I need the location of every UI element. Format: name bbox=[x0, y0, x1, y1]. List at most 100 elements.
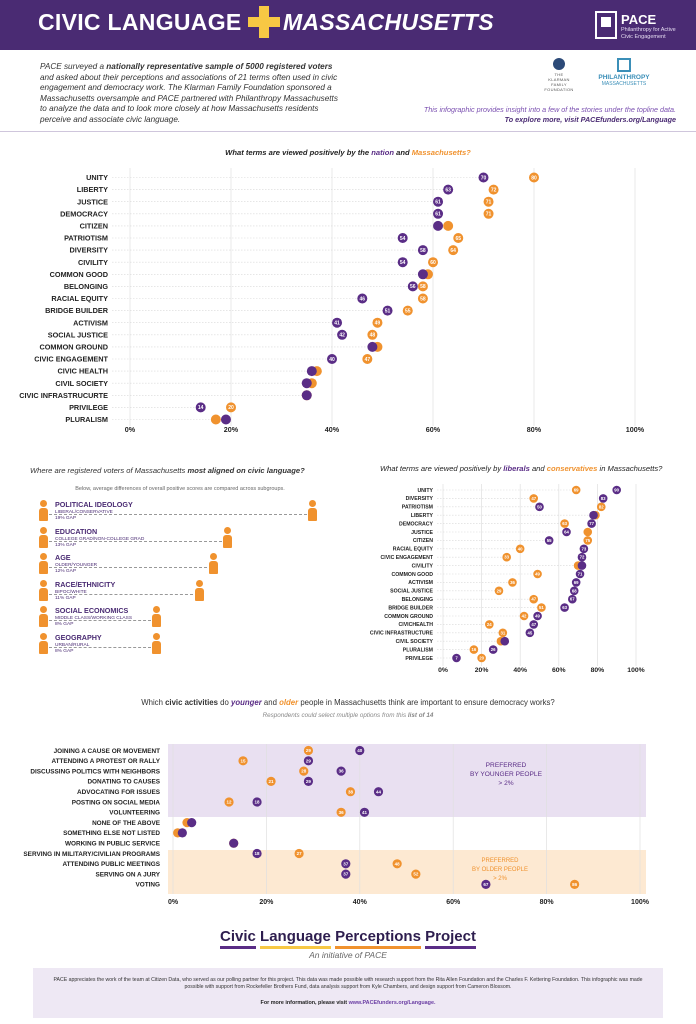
term-label: BRIDGE BUILDER bbox=[388, 605, 433, 611]
band-old-label: BY OLDER PEOPLE bbox=[472, 867, 528, 873]
dot-nation bbox=[327, 354, 337, 364]
term-label: BRIDGE BUILDER bbox=[45, 306, 109, 315]
term-label: CITIZEN bbox=[80, 221, 108, 230]
data-label: 58 bbox=[420, 248, 426, 254]
data-label: 52 bbox=[413, 872, 419, 877]
gap-line bbox=[49, 620, 151, 621]
chart-liberal-vs-conservative: 0% 20% 40% 60% 80% 100% UNITY 69 90 DIVERSITY 47 83… bbox=[370, 484, 645, 674]
data-label: 44 bbox=[376, 789, 382, 794]
subgroup-detail: COLLEGE GRAD/NON-COLLEGE GRAD 13% GAP bbox=[55, 536, 145, 548]
term-label: PATRIOTISM bbox=[64, 234, 108, 243]
data-label: 58 bbox=[420, 284, 426, 290]
dot-younger bbox=[336, 766, 346, 776]
alignment-title: Where are registered voters of Massachus… bbox=[30, 466, 305, 475]
term-label: ACTIVISM bbox=[73, 318, 108, 327]
term-label: UNITY bbox=[86, 173, 108, 182]
dot-nation bbox=[382, 305, 393, 316]
activity-label: ATTENDING A PROTEST OR RALLY bbox=[51, 758, 160, 765]
data-label: 54 bbox=[400, 236, 406, 242]
dot-conservatives bbox=[494, 586, 504, 596]
divider bbox=[0, 131, 696, 132]
explore-link[interactable]: To explore more, visit PACEfunders.org/L… bbox=[504, 115, 676, 124]
dot-liberals bbox=[525, 628, 535, 638]
dot-older bbox=[266, 776, 276, 786]
dot-conservatives bbox=[498, 628, 508, 638]
term-label: DEMOCRACY bbox=[60, 209, 108, 218]
intro-emphasis: nationally representative sample of 5000… bbox=[106, 62, 333, 71]
x-tick-label: 40% bbox=[513, 667, 527, 674]
term-label: CIVILITY bbox=[412, 563, 434, 569]
plus-icon bbox=[248, 6, 280, 38]
term-label: COMMON GROUND bbox=[39, 342, 108, 351]
dot-conservatives bbox=[515, 544, 525, 554]
data-label: 71 bbox=[486, 200, 492, 206]
chart-nation-vs-ma: 0% 20% 40% 60% 80% 100% UNITY 80 70 LIBERTY 72 63 JU… bbox=[19, 168, 645, 434]
dot-Massachusetts bbox=[210, 414, 221, 425]
term-label: DIVERSITY bbox=[69, 246, 108, 255]
data-label: 29 bbox=[306, 758, 312, 763]
x-tick-label: 100% bbox=[626, 425, 645, 434]
data-label: 73 bbox=[581, 546, 586, 551]
term-label: ACTIVISM bbox=[408, 580, 433, 586]
dot-liberals bbox=[568, 594, 577, 604]
data-label: 40 bbox=[329, 357, 335, 363]
dot-liberals bbox=[535, 502, 544, 512]
data-label: 36 bbox=[510, 580, 515, 585]
klarman-logo-icon bbox=[553, 58, 565, 70]
data-label: 69 bbox=[574, 580, 579, 585]
dot-conservatives bbox=[537, 603, 546, 612]
footer-link[interactable]: www.PACEfunders.org/Language. bbox=[348, 1000, 436, 1006]
data-label: 26 bbox=[491, 647, 496, 652]
activity-label: SERVING ON A JURY bbox=[95, 871, 160, 878]
data-label: 65 bbox=[455, 236, 461, 242]
activity-label: VOTING bbox=[136, 882, 161, 889]
dot-younger bbox=[229, 838, 239, 848]
dot-conservatives bbox=[596, 502, 606, 512]
dot-conservatives bbox=[519, 611, 529, 621]
data-label: 70 bbox=[481, 175, 487, 181]
data-label: 15 bbox=[241, 758, 247, 763]
gap-line bbox=[49, 514, 307, 515]
x-tick-label: 0% bbox=[438, 667, 448, 674]
x-tick-label: 80% bbox=[527, 425, 542, 434]
dot-Massachusetts bbox=[443, 220, 454, 231]
person-icon bbox=[194, 579, 204, 602]
dot-liberals bbox=[577, 561, 587, 570]
dot-Massachusetts bbox=[453, 233, 464, 243]
term-label: PLURALISM bbox=[65, 415, 108, 424]
band-young-label: PREFERRED bbox=[486, 762, 527, 769]
x-tick-label: 100% bbox=[627, 667, 644, 674]
dot-nation bbox=[397, 233, 408, 243]
data-label: 56 bbox=[410, 284, 416, 290]
term-label: SOCIAL JUSTICE bbox=[390, 589, 433, 595]
data-label: 41 bbox=[334, 321, 340, 327]
dot-liberals bbox=[579, 544, 589, 554]
dot-nation bbox=[407, 281, 418, 292]
data-label: 40 bbox=[357, 748, 363, 753]
term-label: CIVIL SOCIETY bbox=[396, 639, 434, 645]
dot-Massachusetts bbox=[428, 257, 438, 268]
gap-line bbox=[49, 646, 151, 648]
data-label: 82 bbox=[599, 504, 604, 509]
activity-label: ADVOCATING FOR ISSUES bbox=[77, 789, 161, 796]
footer-credits: PACE appreciates the work of the team at… bbox=[53, 977, 643, 990]
term-label: CITIZEN bbox=[413, 538, 433, 544]
gap-line bbox=[49, 567, 208, 568]
person-icon bbox=[38, 553, 48, 575]
dot-Massachusetts bbox=[402, 305, 413, 316]
gap-line bbox=[49, 540, 222, 542]
data-label: 12 bbox=[227, 800, 233, 805]
dot-Massachusetts bbox=[367, 329, 378, 340]
activity-label: SOMETHING ELSE NOT LISTED bbox=[63, 830, 160, 837]
data-label: 40 bbox=[518, 546, 523, 551]
explore-note: This infographic provides insight into a… bbox=[423, 105, 676, 114]
dot-nation bbox=[195, 402, 206, 413]
dot-liberals bbox=[569, 586, 579, 596]
subgroup-label: GEOGRAPHY bbox=[55, 632, 102, 642]
subgroup-detail: URBAN/RURAL 8% GAP bbox=[55, 642, 90, 654]
dot-liberals bbox=[587, 519, 596, 528]
term-label: SOCIAL JUSTICE bbox=[48, 330, 108, 339]
dot-conservatives bbox=[571, 485, 581, 495]
dot-younger bbox=[187, 818, 197, 828]
data-label: 54 bbox=[400, 260, 406, 266]
